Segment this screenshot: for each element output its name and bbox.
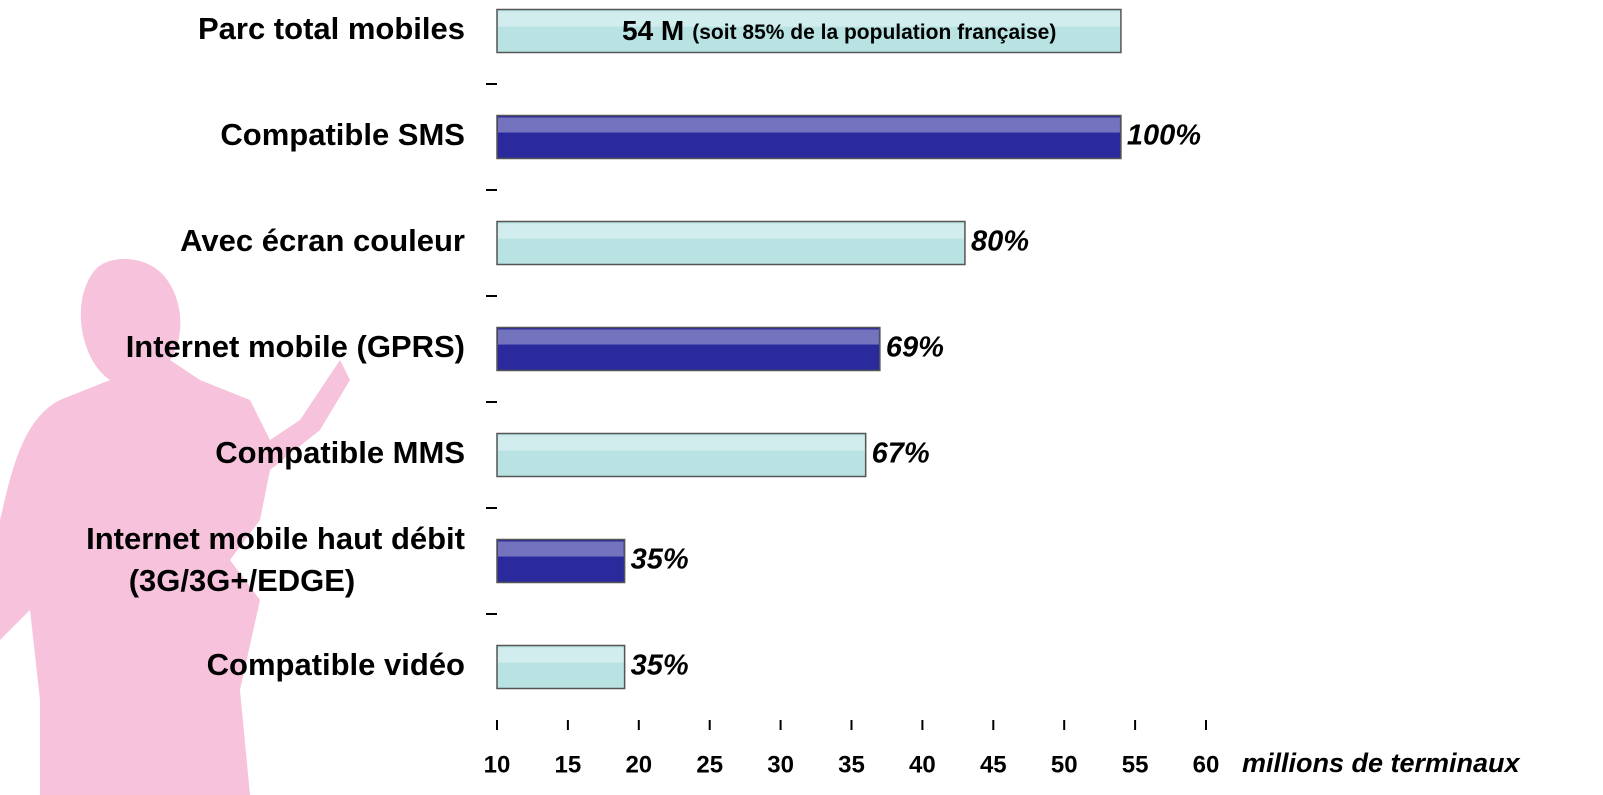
silhouette <box>0 258 350 795</box>
bar <box>496 538 626 584</box>
share-label: 35% <box>631 650 689 682</box>
x-tick-label: 55 <box>1122 751 1149 778</box>
x-axis-label: millions de terminaux <box>1242 748 1521 778</box>
share-label: 35% <box>631 544 689 576</box>
share-label: 100% <box>1127 120 1201 152</box>
category-label: Compatible vidéo <box>207 647 465 682</box>
bar-highlight <box>498 647 624 663</box>
share-label: 67% <box>872 438 930 470</box>
bar-highlight <box>498 11 1120 27</box>
bar-highlight <box>498 117 1120 133</box>
bar <box>496 8 1122 54</box>
category-label: Compatible SMS <box>220 117 465 152</box>
category-label: Internet mobile (GPRS) <box>126 329 465 364</box>
x-tick-label: 40 <box>909 751 936 778</box>
share-label: 69% <box>886 332 944 364</box>
x-tick-label: 15 <box>555 751 582 778</box>
x-tick-label: 20 <box>625 751 652 778</box>
category-line: Internet mobile haut débit <box>86 521 465 556</box>
share-label: 80% <box>971 226 1029 258</box>
x-tick-label: 60 <box>1193 751 1220 778</box>
bar <box>496 644 626 690</box>
category-label: Avec écran couleur <box>180 223 465 258</box>
bar <box>496 432 867 478</box>
total-note: (soit 85% de la population française) <box>692 21 1056 44</box>
x-tick-label: 10 <box>484 751 511 778</box>
bar <box>496 326 881 372</box>
total-label: 54 M (soit 85% de la population française… <box>622 15 1056 46</box>
bar-highlight <box>498 329 879 345</box>
x-tick-label: 30 <box>767 751 794 778</box>
bar-highlight <box>498 541 624 557</box>
x-tick-label: 35 <box>838 751 865 778</box>
x-tick-label: 25 <box>696 751 723 778</box>
x-tick-label: 50 <box>1051 751 1078 778</box>
category-label: Compatible MMS <box>215 435 465 470</box>
bar-highlight <box>498 435 865 451</box>
category-line: (3G/3G+/EDGE) <box>129 563 356 598</box>
total-value: 54 M <box>622 15 684 46</box>
bar <box>496 220 966 266</box>
category-label: Parc total mobiles <box>198 11 465 46</box>
bar <box>496 114 1122 160</box>
bar-highlight <box>498 223 964 239</box>
x-tick-label: 45 <box>980 751 1007 778</box>
category-label: Internet mobile haut débit (3G/3G+/EDGE) <box>86 521 465 598</box>
